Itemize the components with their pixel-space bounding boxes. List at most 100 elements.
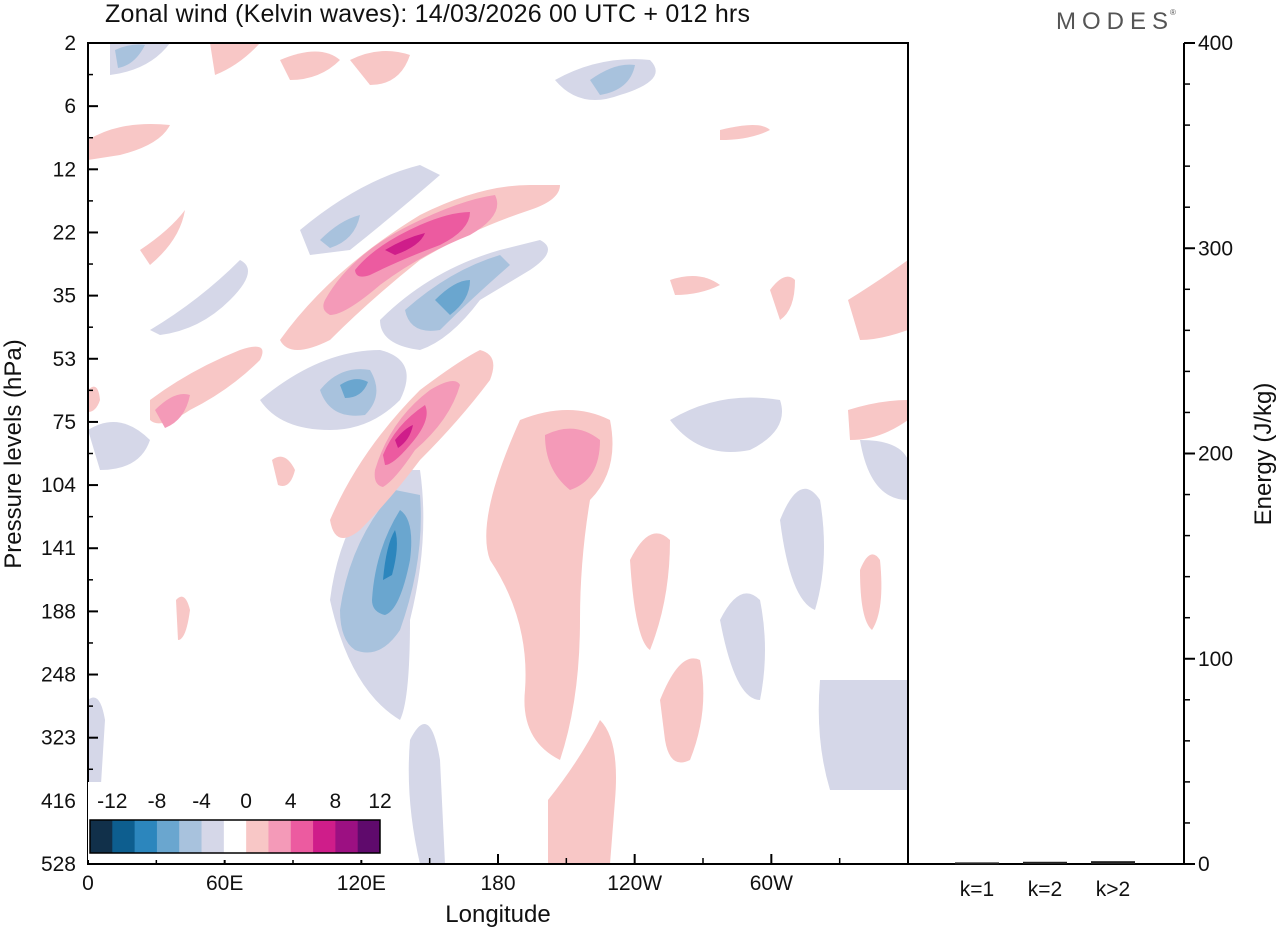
contour-region [408,724,445,864]
contour-region [385,233,425,255]
contour-fields [88,43,908,864]
contour-region [140,210,185,265]
y-tick-label: 35 [53,285,76,308]
contour-region [670,397,782,452]
energy-bar [1091,861,1135,864]
colorbar-label: 4 [285,790,297,813]
energy-axis-title: Energy (J/kg) [1250,383,1277,526]
energy-tick-label: 100 [1198,648,1233,671]
energy-panel: 0 100 200 300 400 k=1 k=2 k>2 Energy (J/kg) [908,32,1277,901]
contour-region [548,720,616,864]
chart-title: Zonal wind (Kelvin waves): 14/03/2026 00… [105,0,751,28]
contour-region [350,51,410,85]
x-tick-label: 60E [206,872,243,895]
contour-region [860,554,882,630]
contour-region [150,260,248,335]
y-tick-label: 53 [53,348,76,371]
colorbar-label: 0 [240,790,252,813]
y-axis-title: Pressure levels (hPa) [0,339,27,568]
colorbar-label: -8 [148,790,167,813]
colorbar-swatch [201,820,225,853]
y-tick-label: 6 [64,95,76,118]
contour-region [383,530,397,580]
colorbar-swatch [268,820,292,853]
contour-region [630,533,670,650]
energy-category-label: k=1 [960,878,994,901]
y-tick-label: 188 [41,600,76,623]
colorbar-swatch [112,820,136,853]
contour-region [486,410,613,760]
energy-bar [1023,861,1067,864]
y-tick-label: 104 [41,474,76,497]
energy-category-label: k=2 [1028,878,1062,901]
contour-region [88,697,105,800]
energy-tick-label: 200 [1198,443,1233,466]
x-axis-title: Longitude [445,901,550,928]
colorbar-label: 8 [330,790,342,813]
contour-region [720,593,765,700]
colorbar-swatch [335,820,359,853]
y-tick-label: 141 [41,537,76,560]
colorbar-swatch [90,820,113,853]
energy-tick-label: 400 [1198,32,1233,55]
energy-tick-label: 300 [1198,237,1233,260]
y-tick-label: 22 [53,221,76,244]
colorbar-swatch [179,820,202,853]
colorbar-label: 12 [368,790,391,813]
contour-region [670,276,720,295]
contour-region [88,124,170,160]
colorbar-swatch [290,820,314,853]
brand-text: MODES [1056,8,1175,35]
contour-region [280,51,340,80]
y-tick-label: 323 [41,727,76,750]
positive-shading-core [385,233,425,448]
contour-region [860,440,908,500]
contour-region [88,422,150,470]
contour-region [340,379,368,398]
colorbar-label: -4 [192,790,211,813]
colorbar-swatch [156,820,180,853]
contour-region [88,386,100,412]
contour-region [280,185,560,350]
energy-bar [955,862,999,865]
contour-region [272,456,295,486]
y-tick-label: 12 [53,158,76,181]
energy-categories: k=1 k=2 k>2 [960,878,1130,901]
contour-region [720,125,770,140]
plot-background [88,43,908,864]
y-tick-label: 248 [41,664,76,687]
contour-region [780,488,824,610]
y-tick-label: 2 [64,32,76,55]
y-tick-label: 528 [41,853,76,876]
colorbar-swatch [313,820,336,853]
colorbar-legend: -12 -8 -4 0 4 8 12 [88,782,392,860]
x-tick-label: 0 [82,872,94,895]
energy-category-label: k>2 [1096,878,1130,901]
contour-region [395,425,413,448]
x-tick-label: 60W [750,872,793,895]
contour-region [818,680,908,790]
colorbar-label: -12 [97,790,127,813]
x-tick-label: 120W [607,872,662,895]
y-tick-label: 416 [41,790,76,813]
colorbar-frame [89,819,381,854]
colorbar-swatch [134,820,158,853]
x-tick-label: 120E [337,872,386,895]
contour-region [176,596,190,640]
negative-shading-core [383,530,397,580]
x-tick-label: 180 [480,872,515,895]
colorbar-swatch [223,820,247,853]
energy-bars [955,861,1135,865]
contour-region [848,260,908,340]
hovmoller-panel [87,42,909,865]
contour-region [660,658,704,763]
energy-tick-label: 0 [1198,853,1210,876]
contour-region [590,64,635,95]
colorbar-swatch [357,820,381,853]
contour-region [320,215,360,248]
y-tick-label: 75 [53,411,76,434]
energy-axis: 0 100 200 300 400 [1184,32,1233,876]
contour-region [210,43,260,75]
colorbar-swatch [246,820,269,853]
